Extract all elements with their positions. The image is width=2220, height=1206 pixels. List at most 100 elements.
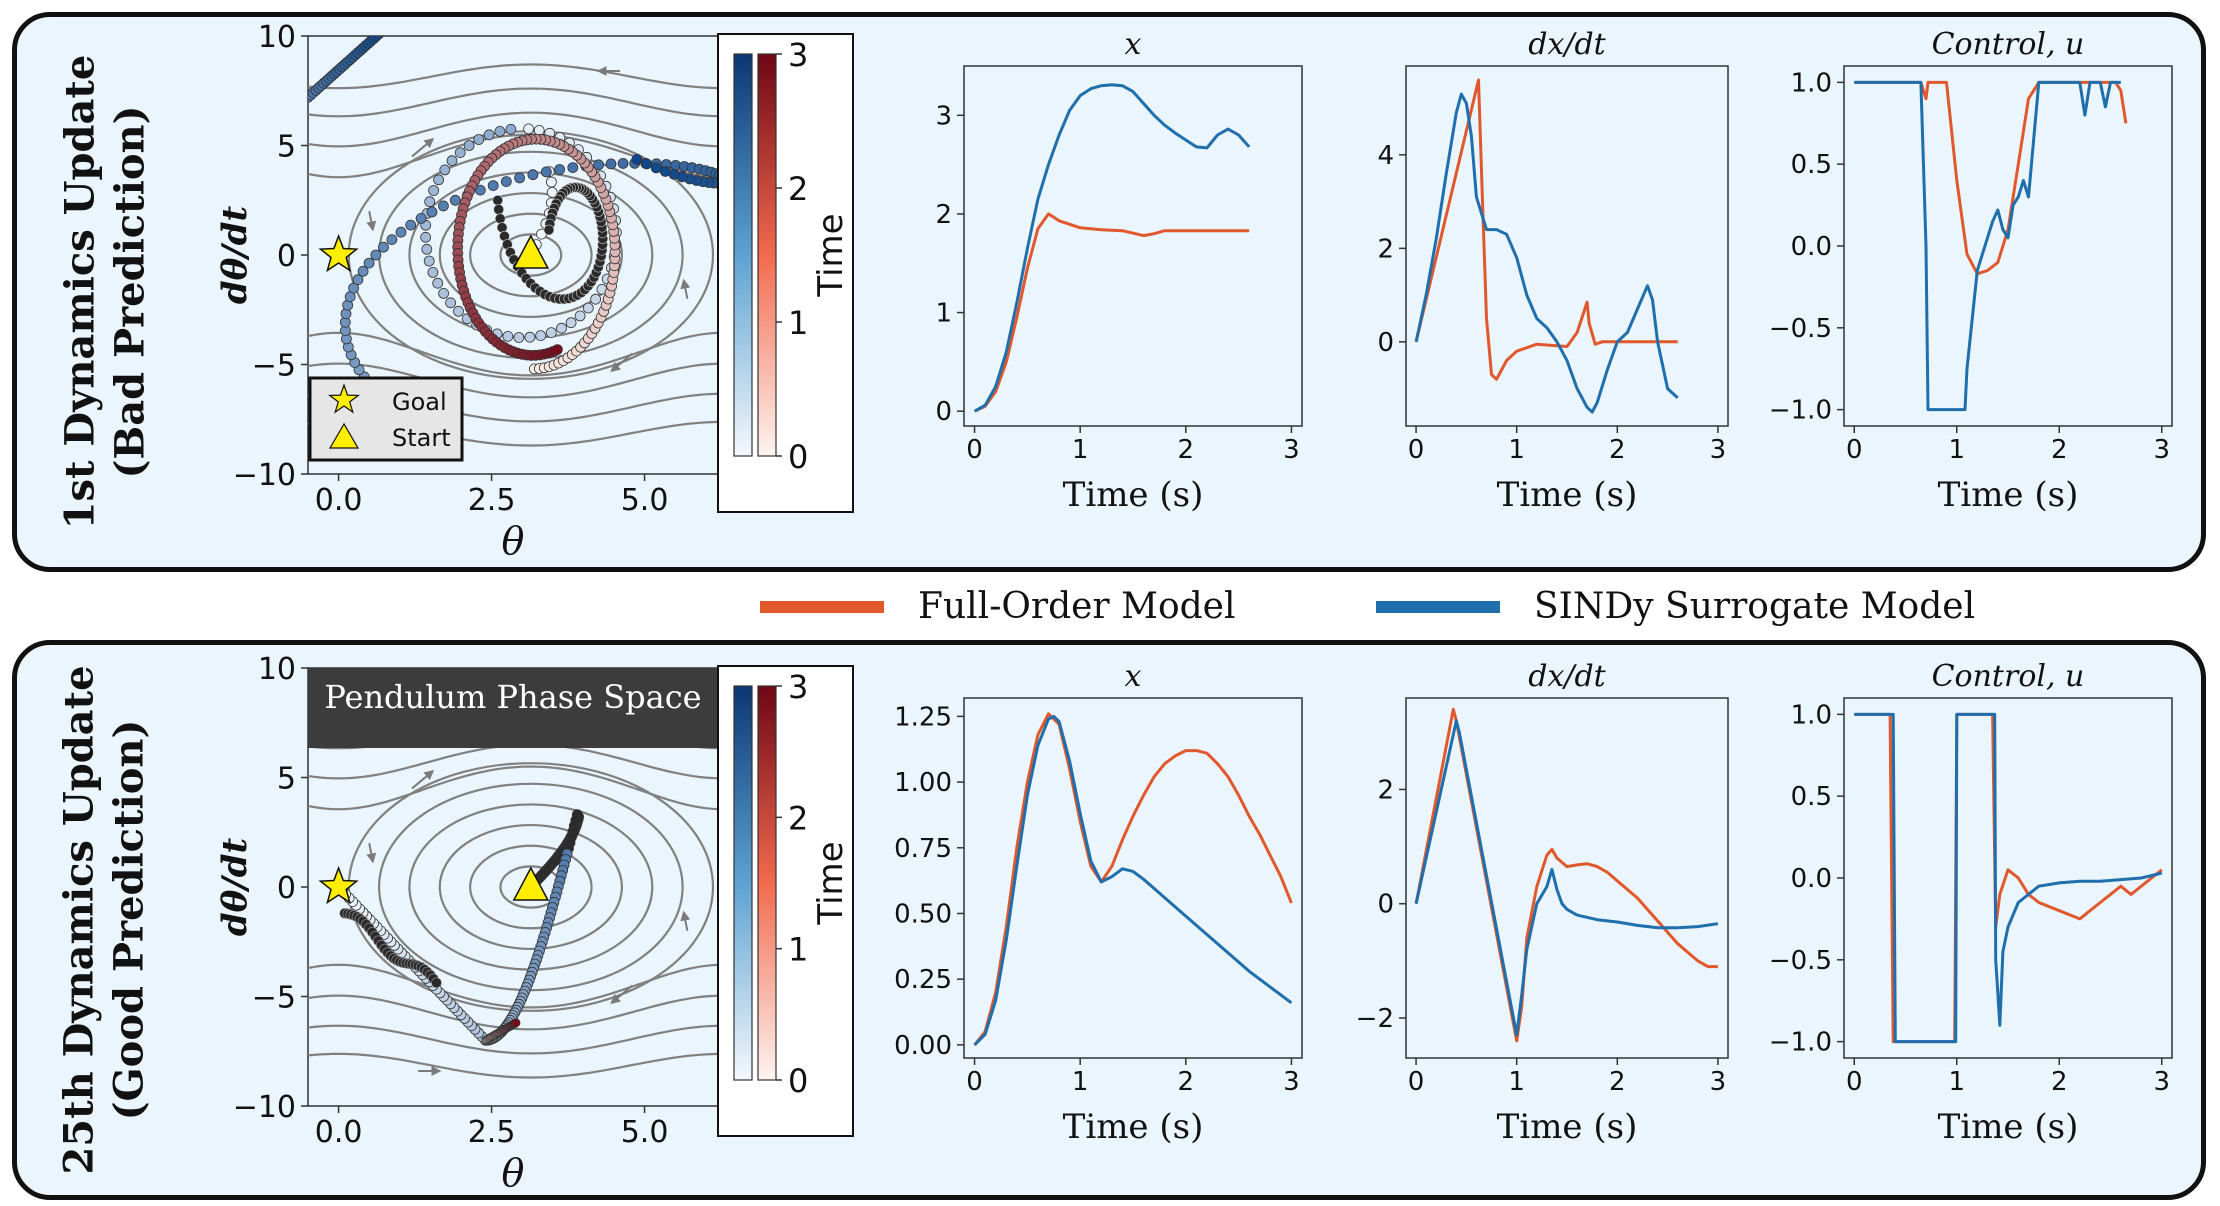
phase-legend-start-label: Start: [392, 424, 451, 452]
x-tick-label: 5.0: [621, 483, 669, 518]
sindy-trajectory-point: [494, 125, 506, 137]
sindy-trajectory-point: [463, 140, 475, 151]
x-tick-label: 0: [1408, 1067, 1425, 1097]
phase-plot-1: 0.0 2.5 5.01050−5−10θdθ/dtGoalStart3210Tim…: [215, 20, 854, 563]
x-axis-label: θ: [502, 519, 525, 563]
streamline-rotation: [308, 63, 718, 90]
series-line-sindy: [1854, 712, 2163, 1044]
series-line-full-order: [973, 212, 1250, 413]
chart-title: x: [1125, 27, 1142, 62]
chart-3: Control, u 0 1 2 3 1.0 0.5 0.0 −0.5 −1.0 Time (s): [1769, 27, 2173, 515]
x-tick-label: 1: [1948, 435, 1965, 465]
full-order-trajectory-point: [492, 195, 504, 206]
sindy-trajectory-point: [420, 231, 432, 243]
y-tick-label: 2: [1377, 234, 1394, 264]
phase-overlay-banner: [308, 668, 718, 748]
y-tick-label: 10: [258, 652, 296, 687]
chart-5: dx/dt 0 1 2 3 2 0 −2 Time (s): [1356, 659, 1729, 1147]
sindy-trajectory-point: [567, 162, 579, 174]
x-tick-label: 0: [1408, 435, 1425, 465]
sindy-trajectory-point: [421, 243, 433, 255]
sindy-trajectory-point: [405, 219, 417, 231]
y-tick-label: 0.5: [1791, 782, 1832, 812]
streamline-arrow: [411, 769, 435, 790]
sindy-trajectory-point: [554, 164, 565, 175]
y-tick-label: −10: [233, 1090, 296, 1125]
x-tick-label: 2: [1609, 1067, 1626, 1097]
streamline-arrow: [680, 910, 691, 931]
phase-overlay-title: Pendulum Phase Space: [324, 678, 701, 716]
sindy-trajectory-point: [454, 147, 466, 159]
phase-legend-goal-star: [327, 383, 361, 414]
trajectories: [308, 36, 718, 428]
sindy-trajectory-point: [370, 249, 382, 261]
streamline-arrow: [366, 843, 377, 864]
colorbar: 3 2 1 0 Time: [717, 665, 854, 1137]
sindy-trajectory-point: [540, 166, 552, 178]
y-axis-label: dθ/dt: [215, 838, 255, 937]
sindy-trajectory-point: [348, 282, 360, 294]
chart-2: dx/dt 0 1 2 3 0 2 4 Time (s): [1377, 27, 1729, 515]
x-tick-label: 5.0: [621, 1115, 669, 1150]
streamline-orbit: [438, 823, 624, 951]
y-tick-label: −1.0: [1769, 1028, 1832, 1058]
x-tick-label: 1: [1072, 435, 1089, 465]
y-tick-label: 4: [1377, 141, 1394, 171]
y-tick-label: 0: [1377, 328, 1394, 358]
streamline-orbit: [469, 844, 593, 930]
chart-title: Control, u: [1932, 659, 2085, 694]
legend-label-sindy: SINDy Surrogate Model: [1534, 586, 1976, 627]
phase-legend-goal-label: Goal: [392, 388, 447, 416]
sindy-trajectory-point: [545, 327, 557, 339]
colorbar-tick-label: 3: [788, 668, 808, 706]
sindy-trajectory-point: [473, 134, 485, 145]
x-tick-label: 3: [2153, 1067, 2170, 1097]
full-order-trajectory-point: [543, 224, 555, 236]
y-tick-label: 0.25: [894, 965, 952, 995]
plot-area: [1843, 65, 2173, 427]
plot-area: [1405, 65, 1729, 427]
x-tick-label: 3: [2153, 435, 2170, 465]
series-line-sindy: [973, 714, 1293, 1046]
sindy-trajectory-point: [527, 169, 539, 181]
x-tick-label: 1: [1948, 1067, 1965, 1097]
sindy-trajectory-point: [556, 322, 567, 334]
y-tick-label: −0.5: [1769, 314, 1832, 344]
colorbar-label: Time: [811, 213, 851, 297]
x-tick-label: 2: [2051, 1067, 2068, 1097]
legend-label-full-order: Full-Order Model: [918, 586, 1236, 627]
sindy-trajectory-point: [593, 159, 604, 171]
y-tick-label: 1.0: [1791, 68, 1832, 98]
legend: Full-Order Model SINDy Surrogate Model: [0, 572, 2220, 640]
streamline-rotation: [308, 765, 718, 811]
y-tick-label: 2: [935, 200, 952, 230]
y-tick-label: 1.0: [1791, 700, 1832, 730]
sindy-trajectory-point: [513, 332, 525, 343]
sindy-trajectory-point: [378, 36, 385, 37]
sindy-trajectory-point: [445, 297, 457, 309]
sindy-trajectory-point: [437, 200, 449, 212]
x-tick-label: 3: [1710, 435, 1727, 465]
colorbar-tick-label: 0: [788, 438, 808, 476]
sindy-trajectory-point: [352, 274, 364, 286]
x-axis-label: Time (s): [1938, 475, 2079, 515]
y-tick-label: −5: [252, 981, 296, 1016]
y-tick-label: 1: [935, 299, 952, 329]
x-tick-label: 2: [1178, 435, 1195, 465]
streamline-rotation: [308, 1024, 718, 1055]
x-tick-label: 2.5: [468, 1115, 516, 1150]
sindy-trajectory-point: [415, 212, 427, 224]
phase-layer: 0.0 2.5 5.01050−5−10θdθ/dtGoalStart3210Tim…: [215, 20, 854, 1195]
x-tick-label: 2: [2051, 435, 2068, 465]
y-tick-label: 0.00: [894, 1031, 952, 1061]
series-line-sindy: [1854, 80, 2121, 412]
sindy-trajectory-point: [505, 123, 517, 135]
x-tick-label: 1: [1508, 1067, 1525, 1097]
sindy-trajectory-point: [617, 157, 629, 169]
colorbar-label: Time: [811, 841, 851, 925]
x-tick-label: 0: [1846, 1067, 1863, 1097]
sindy-trajectory-point: [438, 287, 450, 299]
